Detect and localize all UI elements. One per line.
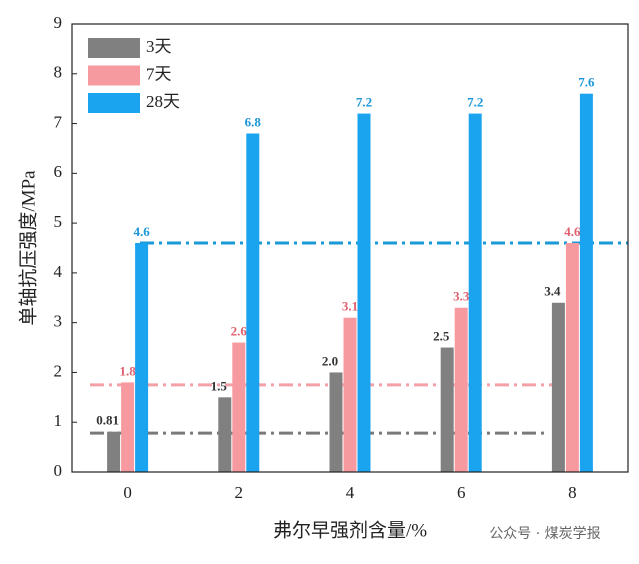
bar <box>454 307 468 472</box>
value-label: 2.5 <box>433 329 450 344</box>
bar <box>107 431 121 472</box>
value-label: 1.8 <box>119 363 136 378</box>
y-tick-label: 6 <box>54 162 63 181</box>
bar <box>357 113 371 472</box>
value-label: 7.6 <box>578 75 595 90</box>
y-tick-label: 0 <box>54 461 63 480</box>
bar <box>232 342 246 472</box>
bar <box>565 243 579 472</box>
bar <box>135 243 149 472</box>
value-label: 6.8 <box>245 114 262 129</box>
y-tick-label: 4 <box>54 262 63 281</box>
y-tick-label: 9 <box>54 13 63 32</box>
value-label: 7.2 <box>356 95 372 110</box>
bar <box>218 397 232 472</box>
bar <box>329 372 343 472</box>
value-label: 4.6 <box>133 224 150 239</box>
plot-frame <box>71 23 629 473</box>
x-tick-label: 0 <box>123 483 132 502</box>
bar <box>551 302 565 472</box>
y-tick-label: 1 <box>54 411 63 430</box>
bar <box>343 317 357 472</box>
bar <box>468 113 482 472</box>
legend-swatch <box>88 38 140 58</box>
value-label: 0.81 <box>96 413 119 428</box>
value-label: 7.2 <box>467 95 483 110</box>
value-label: 3.4 <box>544 284 561 299</box>
legend-label: 7天 <box>146 64 172 83</box>
y-tick-label: 3 <box>54 312 63 331</box>
y-axis-label: 单轴抗压强度/MPa <box>17 170 39 326</box>
legend-label: 28天 <box>146 92 180 111</box>
value-label: 2.0 <box>322 353 338 368</box>
legend-label: 3天 <box>146 37 172 56</box>
y-tick-label: 2 <box>54 361 63 380</box>
y-tick-label: 8 <box>54 63 63 82</box>
x-axis-label: 弗尔早强剂含量/% <box>273 519 427 541</box>
x-tick-label: 4 <box>346 483 355 502</box>
bar <box>579 93 593 472</box>
value-label: 4.6 <box>564 224 581 239</box>
y-tick-label: 7 <box>54 112 63 131</box>
value-label: 1.5 <box>211 378 228 393</box>
legend-swatch <box>88 93 140 113</box>
value-label: 2.6 <box>231 324 248 339</box>
legend-swatch <box>88 65 140 86</box>
x-tick-label: 8 <box>568 483 577 502</box>
value-label: 3.1 <box>342 299 358 314</box>
x-tick-label: 2 <box>235 483 244 502</box>
y-tick-label: 5 <box>54 212 63 231</box>
bar <box>121 382 135 472</box>
watermark: 公众号 · 煤炭学报 <box>489 526 600 542</box>
bar <box>440 347 454 472</box>
value-label: 3.3 <box>453 289 470 304</box>
bar <box>246 133 260 472</box>
x-tick-label: 6 <box>457 483 466 502</box>
